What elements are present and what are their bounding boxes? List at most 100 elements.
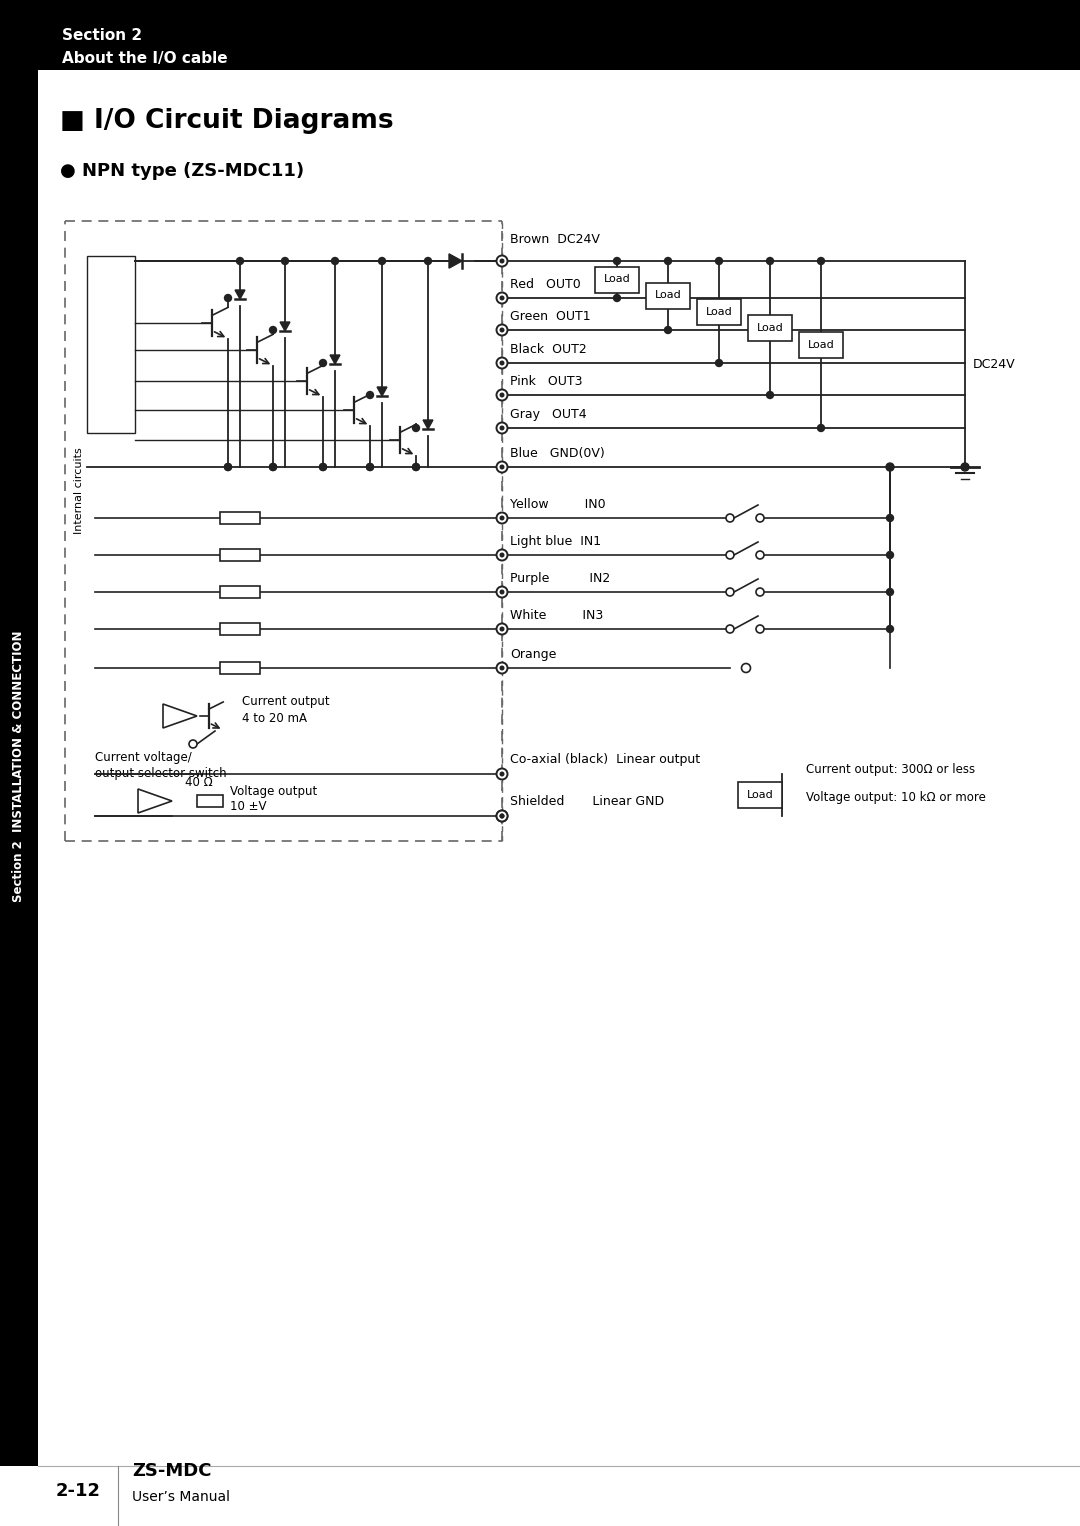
Circle shape xyxy=(497,389,508,400)
Circle shape xyxy=(756,626,764,633)
Circle shape xyxy=(497,624,508,635)
Bar xyxy=(738,781,782,807)
Text: Red   OUT0: Red OUT0 xyxy=(510,278,581,291)
Circle shape xyxy=(225,464,231,470)
Text: User’s Manual: User’s Manual xyxy=(132,1489,230,1505)
Text: Section 2  INSTALLATION & CONNECTION: Section 2 INSTALLATION & CONNECTION xyxy=(13,630,26,902)
Polygon shape xyxy=(280,322,289,331)
Circle shape xyxy=(497,357,508,368)
Circle shape xyxy=(500,296,503,299)
Text: Current output: 300Ω or less: Current output: 300Ω or less xyxy=(806,763,975,777)
Circle shape xyxy=(767,258,773,264)
Circle shape xyxy=(413,464,419,470)
Circle shape xyxy=(767,392,773,398)
Circle shape xyxy=(497,549,508,560)
Polygon shape xyxy=(163,703,197,728)
Text: Green  OUT1: Green OUT1 xyxy=(510,310,591,324)
Bar xyxy=(646,282,690,308)
Bar xyxy=(0,0,1080,70)
Bar xyxy=(87,256,135,433)
Circle shape xyxy=(756,588,764,597)
Bar xyxy=(799,331,843,357)
Circle shape xyxy=(756,551,764,559)
Circle shape xyxy=(225,295,231,302)
Circle shape xyxy=(887,589,893,595)
Circle shape xyxy=(742,664,751,673)
Bar xyxy=(697,299,741,325)
Circle shape xyxy=(500,362,503,365)
Circle shape xyxy=(715,360,723,366)
Text: Purple          IN2: Purple IN2 xyxy=(510,572,610,584)
Bar xyxy=(197,795,222,807)
Text: Brown  DC24V: Brown DC24V xyxy=(510,233,599,246)
Bar xyxy=(220,549,260,562)
Text: Orange: Orange xyxy=(510,649,556,661)
Bar xyxy=(595,267,639,293)
Circle shape xyxy=(270,464,276,470)
Circle shape xyxy=(500,516,503,520)
Circle shape xyxy=(500,259,503,262)
Circle shape xyxy=(500,772,503,775)
Circle shape xyxy=(497,662,508,673)
Bar xyxy=(220,513,260,523)
Circle shape xyxy=(726,514,734,522)
Circle shape xyxy=(497,461,508,473)
Text: Light blue  IN1: Light blue IN1 xyxy=(510,536,602,548)
Circle shape xyxy=(320,464,326,470)
Text: Internal circuits: Internal circuits xyxy=(75,447,84,534)
Circle shape xyxy=(497,513,508,523)
Circle shape xyxy=(366,464,374,470)
Circle shape xyxy=(282,258,288,264)
Text: Current voltage/: Current voltage/ xyxy=(95,751,192,765)
Text: Blue   GND(0V): Blue GND(0V) xyxy=(510,447,605,459)
Circle shape xyxy=(497,810,508,821)
Text: 40 Ω: 40 Ω xyxy=(185,777,213,789)
Circle shape xyxy=(500,394,503,397)
Circle shape xyxy=(497,423,508,433)
Polygon shape xyxy=(330,356,340,365)
Circle shape xyxy=(332,258,338,264)
Text: Pink   OUT3: Pink OUT3 xyxy=(510,375,582,388)
Circle shape xyxy=(500,815,503,818)
Circle shape xyxy=(613,258,621,264)
Polygon shape xyxy=(423,420,433,429)
Text: Current output: Current output xyxy=(242,696,329,708)
Text: 2-12: 2-12 xyxy=(55,1482,100,1500)
Text: Section 2: Section 2 xyxy=(62,29,143,44)
Text: output selector switch: output selector switch xyxy=(95,766,227,780)
Circle shape xyxy=(500,328,503,331)
Bar xyxy=(748,314,792,340)
Text: Co-axial (black)  Linear output: Co-axial (black) Linear output xyxy=(510,752,700,766)
Text: Yellow         IN0: Yellow IN0 xyxy=(510,497,606,511)
Circle shape xyxy=(500,667,503,670)
Circle shape xyxy=(664,327,672,334)
Text: White         IN3: White IN3 xyxy=(510,609,604,623)
Circle shape xyxy=(887,626,893,632)
Text: Load: Load xyxy=(746,790,773,800)
Circle shape xyxy=(189,740,197,748)
Circle shape xyxy=(424,258,432,264)
Circle shape xyxy=(613,295,621,302)
Circle shape xyxy=(726,551,734,559)
Text: Shielded       Linear GND: Shielded Linear GND xyxy=(510,795,664,807)
Bar xyxy=(220,586,260,598)
Circle shape xyxy=(413,424,419,432)
Text: ZS-MDC: ZS-MDC xyxy=(132,1462,212,1480)
Circle shape xyxy=(378,258,386,264)
Circle shape xyxy=(500,426,503,430)
Circle shape xyxy=(497,293,508,304)
Circle shape xyxy=(961,462,969,472)
Circle shape xyxy=(726,588,734,597)
Text: Load: Load xyxy=(808,339,835,349)
Circle shape xyxy=(886,462,894,472)
Circle shape xyxy=(887,514,893,522)
Text: Load: Load xyxy=(705,307,732,317)
Circle shape xyxy=(320,360,326,366)
Circle shape xyxy=(500,591,503,594)
Circle shape xyxy=(500,554,503,557)
Circle shape xyxy=(497,255,508,267)
Circle shape xyxy=(320,464,326,470)
Text: ■ I/O Circuit Diagrams: ■ I/O Circuit Diagrams xyxy=(60,108,393,134)
Circle shape xyxy=(366,464,374,470)
Circle shape xyxy=(500,815,503,818)
